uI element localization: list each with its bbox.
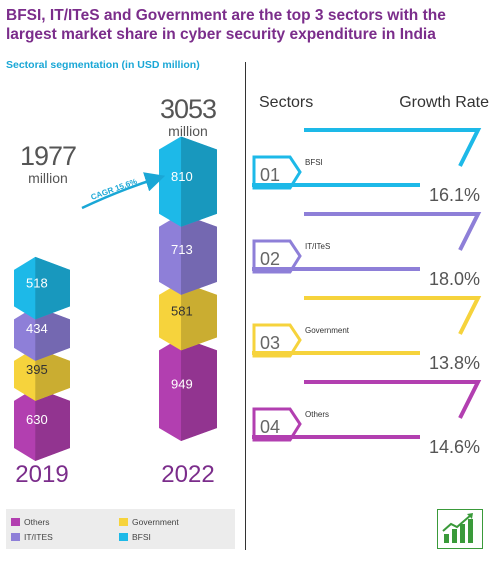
bar-segment-side [35, 347, 70, 401]
bar-segment-side [181, 337, 217, 441]
sector-number: 01 [260, 165, 280, 185]
cagr-arrow [81, 172, 166, 210]
bar-value-label: 810 [171, 169, 193, 184]
growth-rate-header: Growth Rate [399, 94, 489, 111]
bar-unit-label: million [168, 123, 208, 139]
chart-legend: Others Government IT/ITES BFSI [6, 509, 235, 549]
sector-number-badge [252, 323, 302, 358]
bar-value-label: 581 [171, 304, 193, 319]
sector-number-badge [252, 155, 302, 190]
sector-name: Government [305, 326, 350, 335]
chart-subtitle: Sectoral segmentation (in USD million) [6, 59, 200, 71]
sector-row-top-bracket [304, 380, 482, 419]
bar-unit-label: million [28, 170, 68, 186]
bar-total-label: 1977 [20, 141, 76, 171]
legend-swatch [11, 533, 20, 541]
sector-row-top-bracket [304, 212, 482, 251]
legend-swatch [11, 518, 20, 526]
sector-number: 03 [260, 333, 280, 353]
legend-label: IT/ITES [24, 532, 53, 542]
sector-row-top-bracket [304, 128, 482, 167]
sector-name: BFSI [305, 158, 323, 167]
sector-name: IT/ITeS [305, 242, 330, 251]
sector-row-top-bracket [304, 296, 482, 335]
bar-segment-side [35, 387, 70, 461]
bar-value-label: 949 [171, 377, 193, 392]
bar-total-label: 3053 [160, 94, 216, 124]
legend-label: Others [24, 517, 50, 527]
sector-growth-rate: 18.0% [429, 269, 480, 289]
bar-segment-side [181, 136, 217, 227]
bar-value-label: 713 [171, 242, 193, 257]
growth-chart-icon [437, 509, 483, 549]
legend-swatch [119, 533, 128, 541]
vertical-divider [245, 62, 246, 550]
legend-item-government: Government [119, 517, 179, 527]
sector-number: 02 [260, 249, 280, 269]
legend-swatch [119, 518, 128, 526]
cagr-label: CAGR 15.6% [90, 177, 139, 202]
legend-label: Government [132, 517, 179, 527]
page-title: BFSI, IT/ITeS and Government are the top… [6, 7, 446, 43]
legend-label: BFSI [132, 532, 151, 542]
legend-item-itites: IT/ITES [11, 532, 53, 542]
year-tick-label: 2019 [15, 461, 68, 488]
bar-segment-side [181, 213, 217, 295]
sector-growth-rate: 14.6% [429, 437, 480, 457]
year-tick-label: 2022 [161, 461, 214, 488]
sector-number-badge [252, 239, 302, 274]
bar-value-label: 518 [26, 276, 48, 291]
sector-growth-rate: 16.1% [429, 185, 480, 205]
sector-number-badge [252, 407, 302, 442]
bar-value-label: 630 [26, 412, 48, 427]
sector-growth-rate: 13.8% [429, 353, 480, 373]
bar-segment-side [35, 256, 70, 320]
bar-value-label: 434 [26, 321, 48, 336]
bar-segment-side [35, 306, 70, 361]
bar-value-label: 395 [26, 362, 48, 377]
sector-number: 04 [260, 417, 280, 437]
legend-item-others: Others [11, 517, 50, 527]
sectors-header: Sectors [259, 94, 313, 111]
legend-item-bfsi: BFSI [119, 532, 151, 542]
bar-segment-side [181, 281, 217, 351]
sector-name: Others [305, 410, 329, 419]
